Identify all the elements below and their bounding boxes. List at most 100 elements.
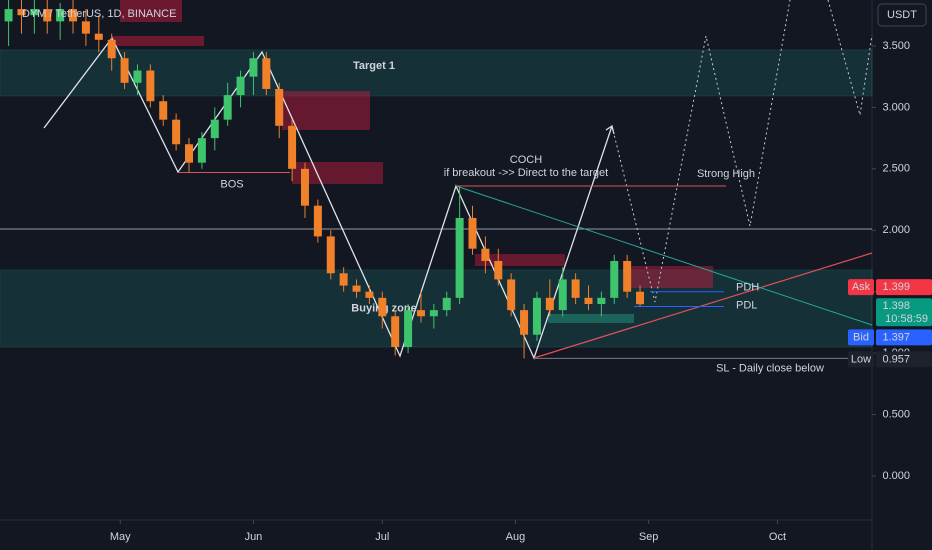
candle-body (17, 9, 26, 16)
candle-body (56, 9, 65, 22)
supply-box (112, 36, 204, 46)
price-label-name: Bid (853, 331, 869, 343)
chart-title: DYM / TetherUS, 1D, BINANCE (22, 8, 176, 20)
candle-body (159, 101, 168, 120)
candle-body (520, 310, 529, 335)
candle-body (133, 70, 142, 83)
x-tick-label: Aug (506, 531, 526, 543)
supply-box (120, 0, 182, 22)
candle-body (404, 310, 413, 347)
candle-body (442, 297, 451, 311)
level-label: SL - Daily close below (716, 362, 824, 374)
candle-body (532, 297, 541, 335)
candle-body (94, 33, 103, 40)
candle-body (81, 21, 90, 34)
level-label: PDH (736, 282, 759, 294)
candle-body (429, 310, 438, 317)
candle-body (339, 273, 348, 286)
candle-body (30, 9, 39, 16)
price-label-box (876, 279, 932, 296)
candle-body (197, 138, 206, 163)
plot: 0.0000.5001.0001.5002.0002.5003.0003.500… (4, 0, 932, 543)
x-tick-label: Jun (245, 531, 263, 543)
supply-box (628, 266, 713, 288)
candle-body (558, 279, 567, 311)
candle-body (120, 58, 129, 83)
candle-body (69, 9, 78, 22)
y-tick-label: 3.000 (882, 101, 910, 113)
x-tick-label: Sep (639, 531, 659, 543)
candle-body (107, 39, 116, 59)
candle-body (545, 297, 554, 311)
candle-body (249, 58, 258, 77)
price-label-value: 1.399 (882, 281, 910, 293)
candle-body (275, 88, 284, 126)
y-tick-label: 3.500 (882, 40, 910, 52)
currency[interactable]: USDT (887, 9, 917, 21)
candle-body (597, 297, 606, 304)
candle-body (146, 70, 155, 102)
trend-line (533, 252, 873, 359)
price-label-name: Ask (852, 281, 871, 293)
candle-body (468, 217, 477, 249)
price-label-value: 1.398 (882, 300, 910, 312)
price-label-box (876, 329, 932, 346)
candle-body (455, 217, 464, 298)
candle-body (391, 316, 400, 347)
projection (611, 0, 791, 303)
price-label-value: 1.397 (882, 331, 910, 343)
countdown: 10:58:59 (885, 313, 928, 325)
candle-body (210, 119, 219, 139)
note: COCH (510, 154, 542, 166)
candle-body (481, 248, 490, 261)
zones (0, 49, 873, 348)
candle-body (610, 260, 619, 298)
price-label-tag (848, 351, 874, 368)
y-tick-label: 0.500 (882, 408, 910, 420)
candle-body (4, 9, 13, 22)
candle-body (352, 285, 361, 292)
x-tick-label: Oct (769, 531, 786, 543)
candle-body (236, 76, 245, 96)
demand-box (548, 314, 634, 323)
candle-body (223, 95, 232, 120)
x-tick-label: Jul (375, 531, 389, 543)
note: if breakout ->> Direct to the target (444, 167, 608, 179)
y-tick-label: 2.500 (882, 163, 910, 175)
candle-body (584, 297, 593, 304)
candle-body (43, 9, 52, 22)
price-label-tag (848, 279, 874, 296)
price-label-box (876, 351, 932, 368)
level-label: BOS (220, 178, 243, 190)
candle-body (185, 144, 194, 163)
y-tick-label: 2.000 (882, 224, 910, 236)
candle-body (365, 291, 374, 298)
candle-body (288, 125, 297, 169)
zone (0, 49, 873, 97)
zone (0, 269, 873, 348)
zone-label: Target 1 (353, 60, 395, 72)
candle-body (326, 236, 335, 274)
candle-body (378, 297, 387, 317)
candle-body (300, 168, 309, 206)
candle-body (172, 119, 181, 145)
candle-body (507, 279, 516, 311)
y-tick-label: 0.000 (882, 470, 910, 482)
candle-body (494, 260, 503, 280)
x-tick-label: May (110, 531, 131, 543)
candle-body (571, 279, 580, 298)
price-label-name: Low (851, 353, 871, 365)
level-label: PDL (736, 299, 757, 311)
candle-body (313, 205, 322, 237)
candle-body (262, 58, 271, 89)
price-label-value: 0.957 (882, 353, 910, 365)
candle-body (416, 310, 425, 317)
supply-box (282, 91, 370, 130)
trend-line (455, 185, 873, 326)
candle-body (636, 291, 645, 305)
price-label-tag (848, 329, 874, 346)
price-label-box (876, 298, 932, 327)
currency-button[interactable] (877, 3, 927, 27)
